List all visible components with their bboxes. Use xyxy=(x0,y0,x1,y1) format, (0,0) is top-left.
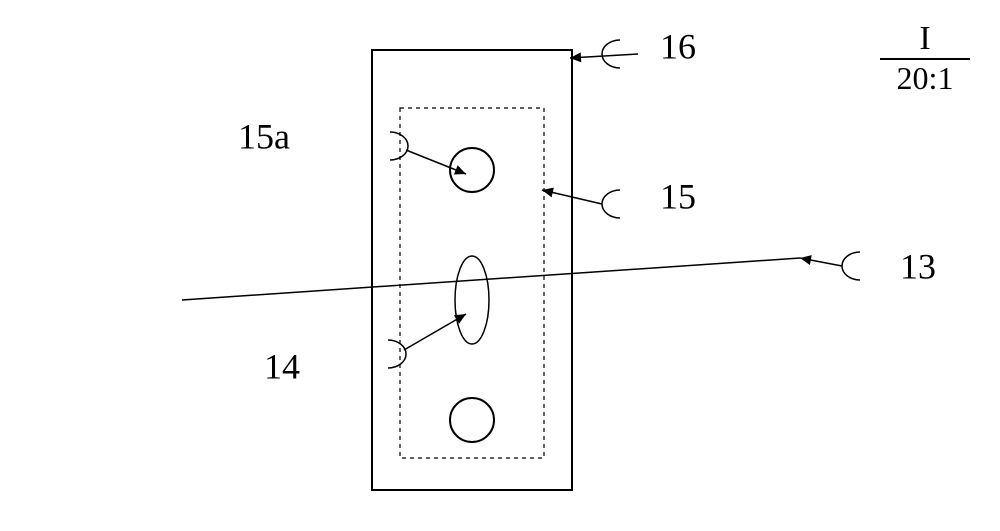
callout-13: 13 xyxy=(800,246,936,286)
callout-label-13: 13 xyxy=(900,246,936,286)
scale-fraction-top: I xyxy=(880,20,970,58)
reference-line-13 xyxy=(182,258,800,300)
callouts-group: 16 15 15a 14 13 xyxy=(238,26,936,386)
callout-label-15a: 15a xyxy=(238,116,290,156)
callout-15: 15 xyxy=(542,176,696,218)
technical-diagram: 16 15 15a 14 13 xyxy=(0,0,1000,531)
scale-fraction-bottom: 20:1 xyxy=(880,60,970,97)
callout-15a: 15a xyxy=(238,116,466,174)
bottom-hole xyxy=(450,398,494,442)
callout-label-15: 15 xyxy=(660,176,696,216)
slot-14 xyxy=(455,256,489,344)
callout-14: 14 xyxy=(264,314,466,386)
callout-16: 16 xyxy=(570,26,696,68)
callout-label-14: 14 xyxy=(264,346,300,386)
scale-fraction: I 20:1 xyxy=(880,20,970,97)
outer-rect-16 xyxy=(372,50,572,490)
callout-label-16: 16 xyxy=(660,26,696,66)
